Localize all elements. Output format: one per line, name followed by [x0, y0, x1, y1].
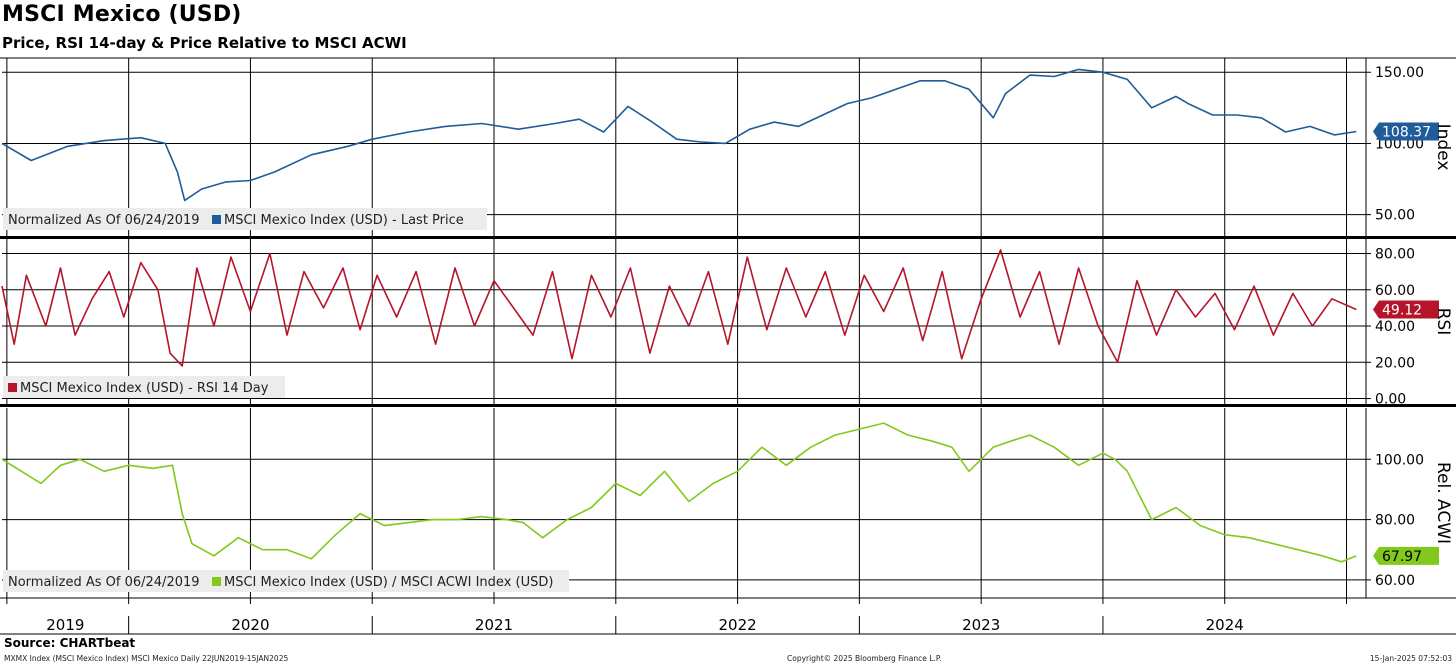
last-value-tag [1373, 122, 1439, 141]
last-value-tag [1373, 546, 1439, 565]
y-tick-label: 20.00 [1375, 355, 1415, 371]
last-value-label: 49.12 [1382, 302, 1422, 318]
axis-title: Index [1433, 124, 1453, 171]
legend-note: Normalized As Of 06/24/2019 [8, 575, 200, 590]
x-year-label: 2024 [1206, 616, 1244, 634]
y-tick-label: 40.00 [1375, 319, 1415, 335]
footer-timestamp: 15-Jan-2025 07:52:03 [1369, 654, 1452, 663]
legend-swatch [212, 215, 221, 224]
last-value-tag [1373, 300, 1439, 319]
y-tick-label: 80.00 [1375, 513, 1415, 529]
legend-box [3, 208, 487, 230]
y-tick-label: 60.00 [1375, 283, 1415, 299]
series-line-relative [1, 422, 1357, 563]
legend-label: MSCI Mexico Index (USD) - Last Price [224, 213, 464, 228]
last-value-label: 108.37 [1382, 125, 1431, 141]
legend-box [3, 376, 285, 398]
series-line-price [1, 68, 1357, 202]
legend-note: Normalized As Of 06/24/2019 [8, 213, 200, 228]
legend-box [3, 570, 569, 592]
legend-label: MSCI Mexico Index (USD) - RSI 14 Day [20, 381, 269, 396]
chart-subtitle: Price, RSI 14-day & Price Relative to MS… [2, 34, 407, 52]
panel-separator [0, 236, 1456, 239]
chart-title: MSCI Mexico (USD) [2, 2, 242, 27]
last-value-label: 67.97 [1382, 549, 1422, 565]
x-year-label: 2020 [231, 616, 269, 634]
legend-swatch [8, 383, 17, 392]
y-tick-label: 60.00 [1375, 573, 1415, 589]
legend-swatch [212, 577, 221, 586]
x-year-label: 2019 [46, 616, 84, 634]
x-year-label: 2022 [718, 616, 756, 634]
axis-title: Rel. ACWI [1433, 462, 1453, 544]
series-line-rsi [1, 249, 1357, 367]
panel-separator [0, 404, 1456, 407]
y-tick-label: 100.00 [1375, 452, 1424, 468]
x-year-label: 2021 [475, 616, 513, 634]
axis-title: RSI [1433, 308, 1453, 336]
footer-copyright: Copyright© 2025 Bloomberg Finance L.P. [787, 654, 942, 663]
y-tick-label: 0.00 [1375, 392, 1406, 408]
legend-label: MSCI Mexico Index (USD) / MSCI ACWI Inde… [224, 575, 553, 590]
y-tick-label: 150.00 [1375, 65, 1424, 81]
y-tick-label: 50.00 [1375, 208, 1415, 224]
y-tick-label: 80.00 [1375, 247, 1415, 263]
x-year-label: 2023 [962, 616, 1000, 634]
source-note: Source: CHARTbeat [4, 636, 136, 650]
footer-ticker-info: MXMX Index (MSCI Mexico Index) MSCI Mexi… [4, 654, 289, 663]
